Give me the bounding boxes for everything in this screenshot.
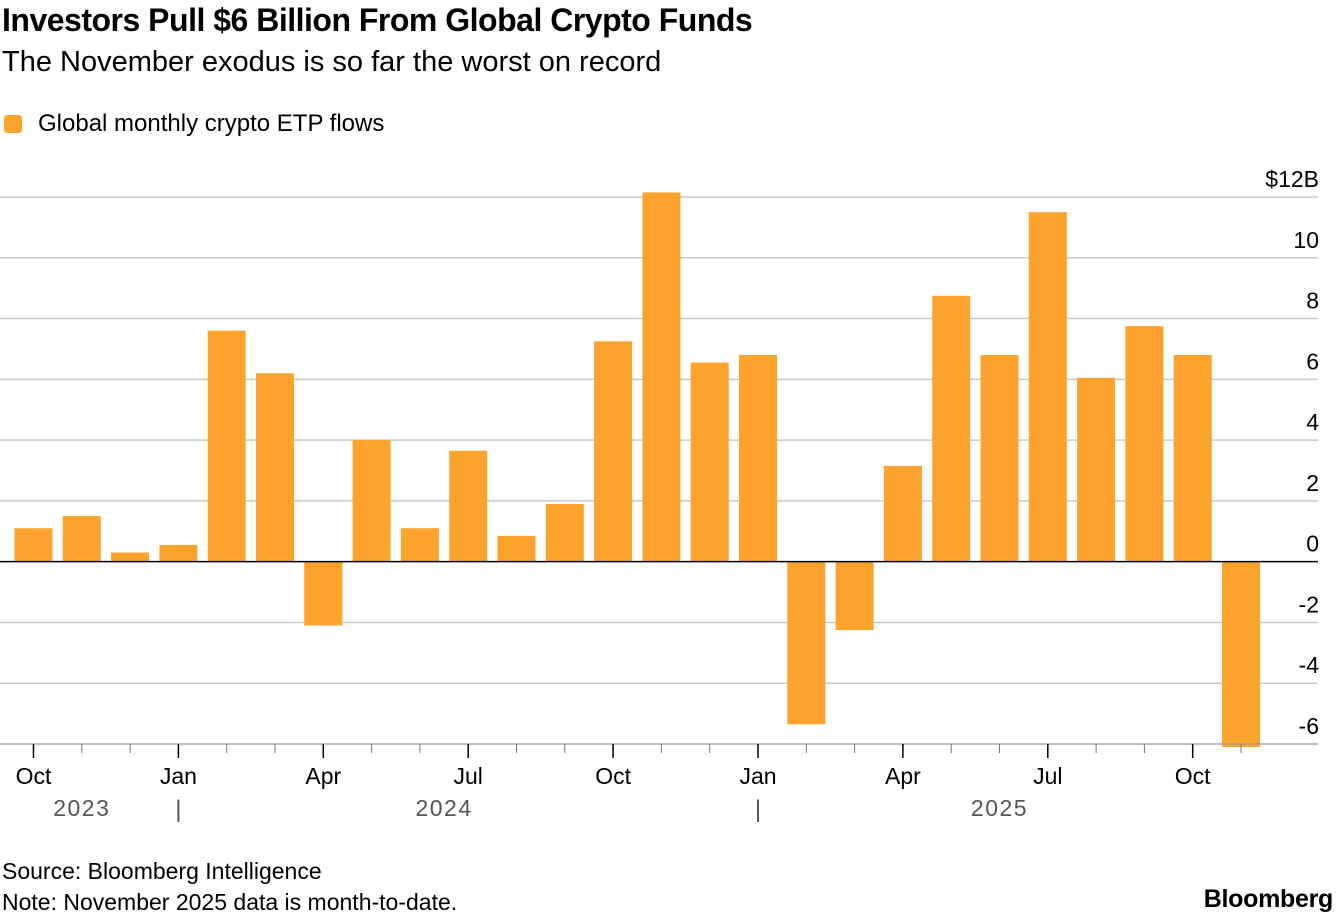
year-label: 2024	[415, 795, 472, 821]
x-tick-label: Jul	[1033, 763, 1062, 789]
y-tick-label: 0	[1306, 531, 1319, 557]
bar	[62, 516, 101, 562]
bar	[1125, 326, 1164, 562]
legend-label: Global monthly crypto ETP flows	[38, 110, 385, 137]
bar	[594, 341, 633, 562]
x-tick-label: Jan	[160, 763, 197, 789]
y-tick-label: $12B	[1265, 166, 1319, 192]
axes	[0, 560, 1318, 758]
year-label: 2023	[53, 795, 110, 821]
bar-chart: $12B 10 8 6 4 2 0 -2 -4 -6 Oct Jan Apr Jul Oct Jan Apr J…	[0, 166, 1319, 823]
bloomberg-logo: Bloomberg	[1203, 885, 1334, 913]
bar	[642, 192, 681, 562]
x-tick-label: Jul	[453, 763, 482, 789]
y-tick-label: 2	[1306, 470, 1319, 496]
bar	[690, 362, 729, 562]
chart-title: Investors Pull $6 Billion From Global Cr…	[2, 2, 753, 38]
y-tick-label: -6	[1299, 713, 1319, 739]
bar	[14, 528, 53, 562]
x-tick-label: Apr	[885, 763, 921, 789]
bar	[787, 561, 826, 725]
bar	[739, 355, 777, 562]
bar	[207, 330, 246, 562]
x-tick-label: Oct	[16, 763, 52, 789]
bar	[400, 528, 439, 562]
year-divider: |	[755, 796, 761, 823]
bar	[1077, 377, 1116, 562]
footnote: Note: November 2025 data is month-to-dat…	[2, 889, 458, 915]
bar	[304, 561, 343, 626]
bar	[980, 355, 1019, 562]
bar	[352, 440, 391, 562]
bar	[256, 373, 294, 562]
x-tick-label: Oct	[1175, 763, 1211, 789]
x-tick-label: Jan	[739, 763, 776, 789]
bar	[883, 465, 922, 562]
bar	[497, 535, 536, 562]
bar	[545, 503, 584, 562]
y-tick-labels: $12B 10 8 6 4 2 0 -2 -4 -6	[1265, 166, 1319, 739]
y-tick-label: 10	[1293, 227, 1319, 253]
y-tick-label: 4	[1306, 409, 1319, 435]
y-tick-label: 8	[1306, 288, 1319, 314]
source-note: Source: Bloomberg Intelligence	[2, 858, 322, 884]
bar	[1028, 212, 1067, 562]
bar	[111, 552, 150, 562]
y-tick-label: -4	[1299, 652, 1320, 678]
bar	[1173, 355, 1212, 562]
y-tick-label: 6	[1306, 348, 1319, 374]
bar	[1222, 561, 1260, 748]
y-tick-label: -2	[1299, 591, 1319, 617]
x-tick-label: Oct	[595, 763, 631, 789]
bar	[835, 561, 874, 631]
chart-subtitle: The November exodus is so far the worst …	[2, 46, 662, 78]
year-divider: |	[175, 796, 181, 823]
year-label: 2025	[971, 795, 1028, 821]
bars	[14, 192, 1260, 748]
legend: Global monthly crypto ETP flows	[4, 110, 384, 138]
bar	[159, 544, 198, 562]
legend-swatch	[4, 115, 22, 133]
bar	[932, 295, 971, 562]
x-tick-label: Apr	[305, 763, 341, 789]
bar	[449, 450, 488, 562]
